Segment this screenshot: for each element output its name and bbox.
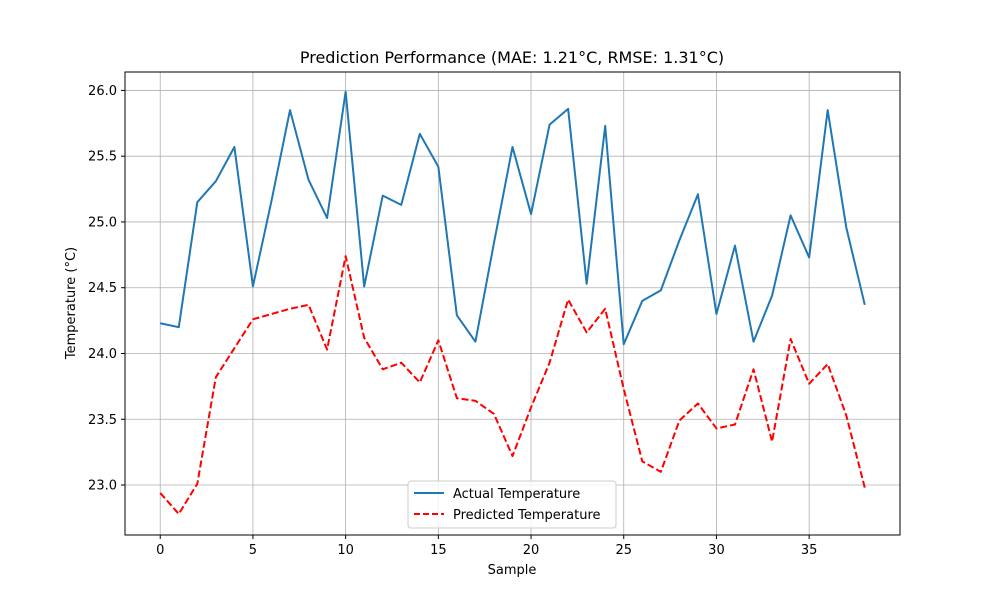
series-line-actual bbox=[160, 90, 866, 346]
x-tick-label: 20 bbox=[523, 543, 540, 558]
x-axis-label: Sample bbox=[488, 563, 537, 578]
x-tick-label: 15 bbox=[430, 543, 447, 558]
legend: Actual Temperature Predicted Temperature bbox=[407, 480, 617, 529]
y-axis-label: Temperature (°C) bbox=[64, 247, 79, 360]
legend-box bbox=[407, 480, 617, 529]
chart-title: Prediction Performance (MAE: 1.21°C, RMS… bbox=[300, 48, 724, 67]
plot-area bbox=[125, 72, 900, 535]
y-tick-label: 24.5 bbox=[88, 281, 117, 296]
legend-label-actual: Actual Temperature bbox=[453, 487, 580, 502]
y-tick-label: 25.0 bbox=[88, 215, 117, 230]
x-tick-label: 30 bbox=[708, 543, 725, 558]
x-tick-label: 5 bbox=[249, 543, 257, 558]
grid bbox=[125, 72, 900, 535]
series-line-predicted bbox=[159, 255, 866, 515]
y-tick-label: 23.5 bbox=[88, 413, 117, 428]
y-tick-label: 25.5 bbox=[88, 150, 117, 165]
x-tick-label: 0 bbox=[156, 543, 164, 558]
x-tick-label: 35 bbox=[801, 543, 818, 558]
x-tick-label: 25 bbox=[615, 543, 632, 558]
plot-frame bbox=[124, 71, 901, 536]
legend-label-predicted: Predicted Temperature bbox=[453, 508, 601, 523]
series-layer bbox=[159, 90, 866, 515]
y-tick-label: 24.0 bbox=[88, 347, 117, 362]
x-tick-label: 10 bbox=[337, 543, 354, 558]
y-tick-label: 23.0 bbox=[88, 479, 117, 494]
ticks: 0 5 10 15 20 25 30 35 23.0 23.5 24.0 24.5 25.0 25.5 26… bbox=[88, 84, 817, 558]
y-tick-label: 26.0 bbox=[88, 84, 117, 99]
